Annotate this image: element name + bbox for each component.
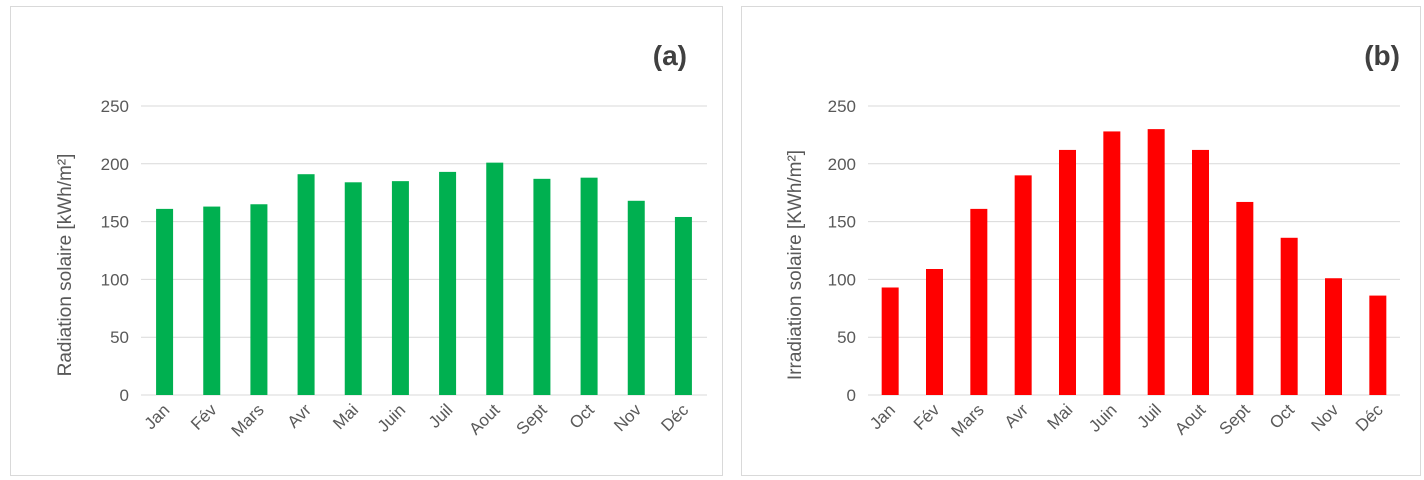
y-tick-label: 150 [101,213,129,232]
panel-label-a: (a) [653,40,687,71]
bar-Fév [926,268,943,395]
y-tick-label: 250 [828,97,856,116]
bar-Avr [297,174,315,395]
y-axis-title-b: Irradiation solaire [KWh/m²] [785,150,806,380]
y-tick-label: 50 [837,328,856,347]
y-tick-label: 50 [110,328,129,347]
y-tick-label: 250 [101,97,129,116]
bar-Aout [1192,149,1209,395]
bar-Jan [156,208,174,395]
x-tick-label: Nov [1308,400,1343,435]
bar-Avr [1014,175,1032,395]
x-tick-label: Avr [1001,400,1032,431]
chart-panel-b: (b) Irradiation solaire [KWh/m²] 0 50 100 1… [741,6,1421,476]
x-tick-label: Juil [425,400,456,431]
x-tick-label: Fév [910,400,944,434]
x-tick-label: Oct [566,400,598,432]
x-tick-labels-a: Jan Fév Mars Avr Mai Juin Juil Aout Sept Oct Nov Dé… [141,400,693,441]
x-tick-label: Juin [1085,400,1120,435]
bar-Juil [1147,129,1165,395]
x-tick-label: Nov [610,400,645,435]
bar-Juin [391,181,409,395]
x-tick-label: Déc [1352,400,1387,435]
x-tick-label: Sept [1215,400,1253,438]
bar-Juil [439,171,457,395]
bars-b [881,129,1387,395]
bar-Nov [627,200,645,395]
x-tick-label: Aout [1171,400,1209,438]
x-tick-label: Oct [1266,400,1298,432]
bar-Mars [970,208,988,395]
y-tick-label: 100 [828,270,856,289]
chart-a-svg: (a) Radiation solaire [kWh/m²] 0 50 100 150… [55,40,707,441]
panel-label-b: (b) [1364,40,1400,71]
bar-Sept [1236,201,1254,395]
chart-panel-a: (a) Radiation solaire [kWh/m²] 0 50 100 150… [10,6,723,476]
y-tick-label: 200 [101,155,129,174]
x-tick-label: Juil [1134,400,1165,431]
x-tick-label: Déc [657,400,692,435]
bar-Mai [1059,149,1076,395]
x-tick-label: Juin [374,400,409,435]
x-tick-label: Mai [1044,400,1077,433]
bar-Jan [881,287,899,395]
x-tick-label: Jan [866,400,899,433]
y-tick-label: 150 [828,213,856,232]
bar-Mars [250,204,268,395]
bar-Aout [486,162,504,395]
x-tick-label: Aout [465,400,503,438]
bar-Juin [1103,131,1121,395]
y-tick-label: 0 [120,386,129,405]
x-tick-label: Mars [228,400,268,440]
x-tick-labels-b: Jan Fév Mars Avr Mai Juin Juil Aout Sept Oct Nov Dé… [866,400,1387,441]
gridlines-a [141,105,707,396]
x-tick-label: Fév [187,400,221,434]
bar-Oct [1280,237,1298,395]
bar-Fév [203,206,221,395]
x-tick-label: Sept [513,400,551,438]
bar-Déc [674,216,692,395]
y-tick-label: 0 [847,386,856,405]
bar-Mai [344,182,362,395]
y-tick-labels-a: 0 50 100 150 200 250 [101,97,129,405]
bar-Sept [533,178,551,395]
gridlines-b [868,105,1400,396]
bars-a [156,162,692,395]
bar-Nov [1325,278,1342,395]
bar-Déc [1369,295,1387,395]
y-tick-label: 200 [828,155,856,174]
y-tick-labels-b: 0 50 100 150 200 250 [828,97,856,405]
x-tick-label: Jan [141,400,174,433]
x-tick-label: Mai [329,400,362,433]
y-axis-title-a: Radiation solaire [kWh/m²] [55,154,76,377]
bar-Oct [580,177,598,395]
x-tick-label: Avr [284,400,315,431]
x-tick-label: Mars [948,400,988,440]
y-tick-label: 100 [101,270,129,289]
chart-b-svg: (b) Irradiation solaire [KWh/m²] 0 50 100 1… [785,40,1400,441]
